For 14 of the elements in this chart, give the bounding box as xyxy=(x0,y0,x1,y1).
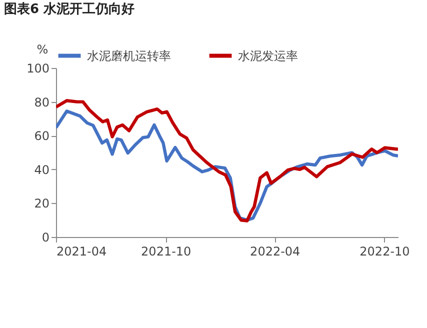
y-tick-label: 100 xyxy=(26,62,50,76)
y-tick-label: 40 xyxy=(34,162,50,177)
x-tick-label: 2021-10 xyxy=(141,244,192,258)
y-tick-label: 80 xyxy=(34,95,50,110)
y-tick-label: 0 xyxy=(42,230,50,244)
x-tick-label: 2022-10 xyxy=(360,244,410,258)
y-tick-label: 20 xyxy=(34,196,50,211)
y-axis-title: % xyxy=(36,42,48,56)
y-tick-label: 60 xyxy=(34,129,50,144)
legend-label: 水泥磨机运转率 xyxy=(87,48,171,63)
chart-title: 图表6 水泥开工仍向好 xyxy=(4,2,135,17)
x-tick-label: 2021-04 xyxy=(56,244,107,258)
x-tick-label: 2022-04 xyxy=(250,244,300,258)
legend-label: 水泥发运率 xyxy=(238,48,298,63)
